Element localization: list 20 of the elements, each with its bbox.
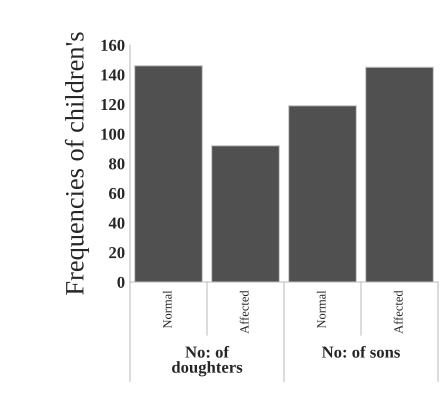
x-tick-label: Normal	[162, 290, 172, 328]
y-tick-label: 140	[101, 69, 125, 81]
x-tick-label: Normal	[316, 290, 326, 328]
bar	[365, 66, 434, 282]
text: No: of doughters	[172, 346, 242, 376]
bar	[134, 65, 203, 282]
y-tick-label: 120	[101, 98, 125, 110]
y-tick-label: 20	[109, 247, 125, 258]
x-tick-label: Affected	[394, 290, 403, 334]
y-tick-label: 0	[117, 276, 125, 288]
y-tick-label: 100	[101, 128, 125, 140]
x-tick-label: Affected	[240, 290, 249, 334]
y-tick-label: 80	[109, 158, 125, 170]
text: No: of sons	[322, 346, 400, 358]
y-axis-title: Frequencies of children's	[64, 32, 90, 295]
bar	[288, 105, 357, 282]
y-tick-label: 160	[101, 40, 125, 51]
y-tick-label: 40	[108, 217, 125, 229]
bar	[211, 145, 280, 282]
y-tick-label: 60	[109, 188, 125, 200]
